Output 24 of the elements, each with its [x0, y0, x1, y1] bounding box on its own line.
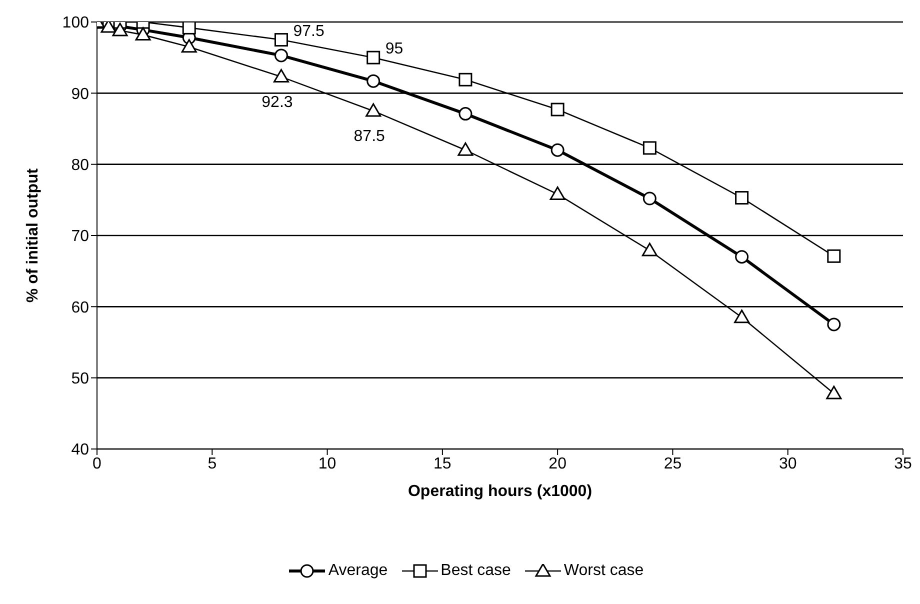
- x-tick-label: 20: [548, 455, 567, 472]
- x-tick-label: 35: [894, 455, 912, 472]
- x-tick-label: 10: [318, 455, 336, 472]
- y-tick-label: 100: [62, 14, 90, 32]
- data-label: 95: [385, 40, 404, 58]
- y-axis-title: % of initial output: [24, 168, 42, 303]
- x-tick-label: 5: [208, 455, 217, 472]
- y-tick-label: 40: [71, 442, 90, 459]
- x-axis-title: Operating hours (x1000): [408, 483, 592, 500]
- data-label: 92.3: [262, 94, 293, 111]
- x-tick-label: 25: [664, 455, 682, 472]
- y-tick-label: 90: [71, 86, 90, 103]
- y-tick-label: 60: [71, 299, 90, 316]
- x-tick-label: 15: [434, 455, 452, 472]
- data-label: 87.5: [354, 128, 386, 145]
- x-tick-label: 0: [92, 455, 102, 472]
- y-tick-label: 50: [71, 370, 90, 388]
- data-label: 97.5: [293, 22, 324, 40]
- x-tick-label: 30: [778, 455, 797, 472]
- legend-label: Best case: [440, 562, 511, 580]
- legend-label: Average: [328, 562, 388, 580]
- y-tick-label: 70: [71, 228, 90, 246]
- y-tick-label: 80: [71, 157, 90, 174]
- legend-label: Worst case: [564, 562, 644, 580]
